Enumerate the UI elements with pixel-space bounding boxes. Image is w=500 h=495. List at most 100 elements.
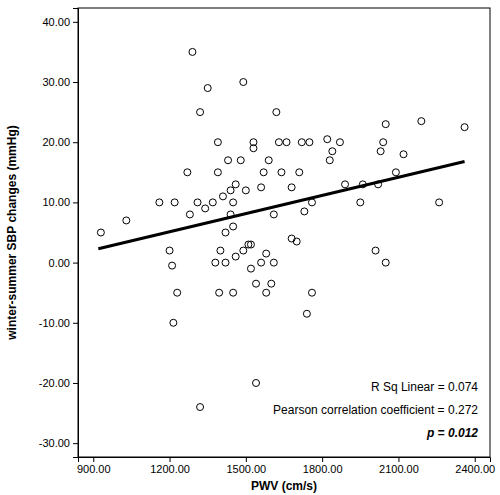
x-tick-mark <box>246 457 247 462</box>
marks <box>97 48 468 410</box>
y-tick: -10.00 <box>39 317 78 329</box>
point <box>382 121 389 128</box>
point <box>247 241 254 248</box>
point <box>293 238 300 245</box>
y-tick-label: 30.00 <box>42 76 70 88</box>
point <box>303 310 310 317</box>
point <box>270 211 277 218</box>
point <box>232 253 239 260</box>
point <box>225 157 232 164</box>
point <box>329 148 336 155</box>
y-tick-label: 40.00 <box>42 16 70 28</box>
point <box>242 187 249 194</box>
point <box>250 145 257 152</box>
point <box>227 187 234 194</box>
point <box>296 169 303 176</box>
point <box>217 247 224 254</box>
point <box>214 139 221 146</box>
point <box>222 229 229 236</box>
point <box>288 184 295 191</box>
x-tick-label: 1200.00 <box>150 463 190 475</box>
y-tick-mark <box>73 383 78 384</box>
x-tick-mark <box>93 457 94 462</box>
y-tick-label: -20.00 <box>39 377 70 389</box>
point <box>240 79 247 86</box>
point <box>219 193 226 200</box>
x-tick-label: 1800.00 <box>303 463 343 475</box>
y-tick-label: 20.00 <box>42 136 70 148</box>
point <box>382 259 389 266</box>
x-tick-mark <box>475 457 476 462</box>
point <box>258 184 265 191</box>
point <box>171 199 178 206</box>
y-axis-line <box>73 9 79 458</box>
y-tick-mark <box>73 22 78 23</box>
x-tick-label: 1500.00 <box>226 463 266 475</box>
x-axis-line <box>79 458 491 463</box>
point <box>263 250 270 257</box>
point <box>268 280 275 287</box>
point <box>214 169 221 176</box>
point <box>357 199 364 206</box>
y-tick-mark <box>73 202 78 203</box>
y-tick: -30.00 <box>39 437 78 449</box>
point <box>298 139 305 146</box>
point <box>237 157 244 164</box>
point <box>306 139 313 146</box>
point <box>275 139 282 146</box>
point <box>301 208 308 215</box>
point <box>258 259 265 266</box>
x-tick: 1500.00 <box>226 457 266 475</box>
y-tick: 30.00 <box>42 76 78 88</box>
annotation: R Sq Linear = 0.074 <box>371 380 478 394</box>
point <box>461 124 468 131</box>
x-tick-mark <box>170 457 171 462</box>
point <box>123 217 130 224</box>
point <box>202 205 209 212</box>
point <box>260 169 267 176</box>
point <box>170 319 177 326</box>
point <box>288 235 295 242</box>
y-tick-mark <box>73 263 78 264</box>
x-tick: 900.00 <box>77 457 111 475</box>
annotation: p = 0.012 <box>426 426 478 440</box>
point <box>247 265 254 272</box>
point <box>240 247 247 254</box>
point <box>372 247 379 254</box>
point <box>184 169 191 176</box>
y-tick-mark <box>73 142 78 143</box>
y-tick: -20.00 <box>39 377 78 389</box>
point <box>174 289 181 296</box>
y-tick-label: -10.00 <box>39 317 70 329</box>
y-tick-label: 10.00 <box>42 196 70 208</box>
fit-line <box>98 161 464 248</box>
y-tick-label: -30.00 <box>39 437 70 449</box>
point <box>204 85 211 92</box>
point <box>265 157 272 164</box>
point <box>169 262 176 269</box>
point <box>186 211 193 218</box>
x-axis-title: PWV (cm/s) <box>251 479 317 493</box>
point <box>189 48 196 55</box>
x-axis: 900.001200.001500.001800.002100.002400.0… <box>77 457 495 475</box>
point <box>326 157 333 164</box>
point <box>212 259 219 266</box>
x-tick: 2400.00 <box>455 457 495 475</box>
point <box>392 169 399 176</box>
y-tick: 0.00 <box>49 257 78 269</box>
point <box>436 199 443 206</box>
point <box>197 109 204 116</box>
x-tick-mark <box>398 457 399 462</box>
x-tick: 1800.00 <box>303 457 343 475</box>
point <box>253 379 260 386</box>
plot: 900.001200.001500.001800.002100.002400.0… <box>39 8 495 475</box>
y-tick: 20.00 <box>42 136 78 148</box>
point <box>336 139 343 146</box>
point <box>230 223 237 230</box>
point <box>380 139 387 146</box>
point <box>197 404 204 411</box>
point <box>342 181 349 188</box>
point <box>400 151 407 158</box>
point <box>156 199 163 206</box>
point <box>194 199 201 206</box>
